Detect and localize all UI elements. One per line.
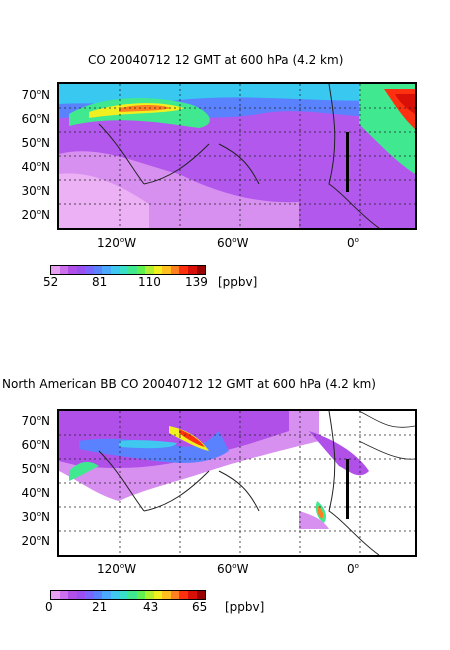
colorbar-2 — [50, 590, 206, 600]
colorbar-1 — [50, 265, 206, 275]
colorbar-swatch — [68, 266, 77, 274]
colorbar-swatch — [85, 266, 94, 274]
colorbar-swatch — [93, 591, 103, 599]
colorbar-swatch — [93, 266, 103, 274]
colorbar-swatch — [179, 266, 188, 274]
colorbar-swatch — [170, 591, 180, 599]
lon-label: 0o — [347, 236, 359, 250]
colorbar-swatch — [76, 591, 86, 599]
lat-label: 30oN — [21, 510, 50, 524]
colorbar-swatch — [196, 591, 206, 599]
colorbar-tick: 81 — [92, 275, 108, 289]
colorbar-swatch — [196, 266, 206, 274]
panel1-title: CO 20040712 12 GMT at 600 hPa (4.2 km) — [88, 53, 344, 67]
bb-co-map — [57, 409, 417, 557]
colorbar-swatch — [153, 591, 163, 599]
colorbar-swatch — [188, 591, 197, 599]
colorbar-swatch — [110, 591, 120, 599]
lat-label: 70oN — [21, 414, 50, 428]
colorbar-tick: 43 — [143, 600, 159, 614]
lon-label: 0o — [347, 562, 359, 576]
lat-label: 20oN — [21, 534, 50, 548]
colorbar-swatch — [85, 591, 94, 599]
colorbar-tick: 65 — [192, 600, 208, 614]
colorbar-swatch — [179, 591, 188, 599]
lat-label: 50oN — [21, 462, 50, 476]
colorbar-swatch — [68, 591, 77, 599]
lon-label: 60oW — [217, 562, 249, 576]
colorbar-swatch — [51, 591, 60, 599]
lat-label: 60oN — [21, 438, 50, 452]
colorbar-swatch — [128, 266, 137, 274]
colorbar-tick: 110 — [138, 275, 161, 289]
lat-label: 40oN — [21, 486, 50, 500]
lat-label: 60oN — [21, 112, 50, 126]
colorbar-swatch — [119, 591, 129, 599]
colorbar-swatch — [136, 591, 146, 599]
colorbar-swatch — [76, 266, 86, 274]
colorbar-tick: 52 — [43, 275, 59, 289]
colorbar-swatch — [153, 266, 163, 274]
colorbar-swatch — [170, 266, 180, 274]
co-total-map — [57, 82, 417, 230]
lat-label: 70oN — [21, 88, 50, 102]
colorbar-swatch — [188, 266, 197, 274]
colorbar-tick: 0 — [45, 600, 53, 614]
colorbar-swatch — [162, 591, 171, 599]
lat-label: 40oN — [21, 160, 50, 174]
lat-label: 50oN — [21, 136, 50, 150]
colorbar-tick: 139 — [185, 275, 208, 289]
lat-label: 30oN — [21, 184, 50, 198]
lon-label: 120oW — [97, 236, 137, 250]
colorbar-swatch — [136, 266, 146, 274]
lon-label: 60oW — [217, 236, 249, 250]
colorbar-swatch — [102, 266, 111, 274]
colorbar-swatch — [110, 266, 120, 274]
colorbar-swatch — [51, 266, 60, 274]
colorbar-swatch — [119, 266, 129, 274]
colorbar-swatch — [102, 591, 111, 599]
colorbar-swatch — [128, 591, 137, 599]
colorbar-swatch — [59, 591, 69, 599]
lon-label: 120oW — [97, 562, 137, 576]
colorbar-swatch — [162, 266, 171, 274]
colorbar-swatch — [145, 591, 154, 599]
colorbar-swatch — [145, 266, 154, 274]
colorbar-unit: [ppbv] — [225, 600, 265, 614]
colorbar-swatch — [59, 266, 69, 274]
colorbar-unit: [ppbv] — [218, 275, 258, 289]
colorbar-tick: 21 — [92, 600, 108, 614]
panel2-title: North American BB CO 20040712 12 GMT at … — [2, 377, 376, 391]
lat-label: 20oN — [21, 208, 50, 222]
